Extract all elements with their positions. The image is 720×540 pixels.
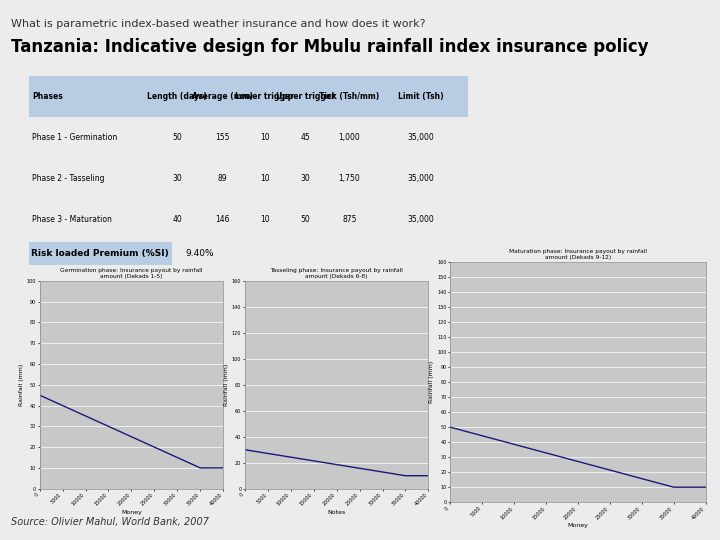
Y-axis label: Rainfall (mm): Rainfall (mm) (224, 363, 229, 406)
Text: 40: 40 (172, 215, 182, 224)
Text: Tanzania: Indicative design for Mbulu rainfall index insurance policy: Tanzania: Indicative design for Mbulu ra… (11, 38, 649, 56)
Title: Germination phase: Insurance payout by rainfall
amount (Dekads 1-5): Germination phase: Insurance payout by r… (60, 268, 202, 279)
Text: 10: 10 (260, 215, 270, 224)
Text: 10: 10 (260, 174, 270, 183)
Bar (29, 76, 468, 117)
Text: What is parametric index-based weather insurance and how does it work?: What is parametric index-based weather i… (11, 19, 426, 29)
Text: 35,000: 35,000 (408, 174, 434, 183)
Text: Tick (Tsh/mm): Tick (Tsh/mm) (319, 92, 379, 100)
X-axis label: Money: Money (567, 523, 588, 528)
Text: Source: Olivier Mahul, World Bank, 2007: Source: Olivier Mahul, World Bank, 2007 (11, 516, 209, 526)
Text: Phase 3 - Maturation: Phase 3 - Maturation (32, 215, 112, 224)
Text: 875: 875 (342, 215, 356, 224)
Text: 35,000: 35,000 (408, 133, 434, 142)
Bar (29, 242, 172, 265)
Text: 1,750: 1,750 (338, 174, 360, 183)
X-axis label: Notes: Notes (328, 510, 346, 515)
Text: Phases: Phases (32, 92, 63, 100)
Text: 155: 155 (215, 133, 229, 142)
Text: 89: 89 (217, 174, 227, 183)
Title: Maturation phase: Insurance payout by rainfall
amount (Dekads 9-12): Maturation phase: Insurance payout by ra… (509, 249, 647, 260)
Text: 45: 45 (301, 133, 310, 142)
Text: Limit (Tsh): Limit (Tsh) (398, 92, 444, 100)
Text: 9.40%: 9.40% (185, 249, 214, 258)
Text: Length (days): Length (days) (147, 92, 207, 100)
Y-axis label: Rainfall (mm): Rainfall (mm) (19, 363, 24, 406)
Text: 146: 146 (215, 215, 229, 224)
X-axis label: Money: Money (121, 510, 142, 515)
Text: Phase 2 - Tasseling: Phase 2 - Tasseling (32, 174, 105, 183)
Text: Lower trigger: Lower trigger (235, 92, 294, 100)
Text: 30: 30 (172, 174, 182, 183)
Text: 1,000: 1,000 (338, 133, 360, 142)
Text: 30: 30 (301, 174, 310, 183)
Text: 10: 10 (260, 133, 270, 142)
Text: Average (mm): Average (mm) (192, 92, 253, 100)
Title: Tasseling phase: Insurance payout by rainfall
amount (Dekads 6-8): Tasseling phase: Insurance payout by rai… (270, 268, 403, 279)
Text: Risk loaded Premium (%SI): Risk loaded Premium (%SI) (32, 249, 169, 258)
Text: 50: 50 (301, 215, 310, 224)
Text: Upper trigger: Upper trigger (276, 92, 335, 100)
Text: 50: 50 (172, 133, 182, 142)
Y-axis label: Rainfall (mm): Rainfall (mm) (429, 361, 434, 403)
Text: 35,000: 35,000 (408, 215, 434, 224)
Text: Phase 1 - Germination: Phase 1 - Germination (32, 133, 117, 142)
